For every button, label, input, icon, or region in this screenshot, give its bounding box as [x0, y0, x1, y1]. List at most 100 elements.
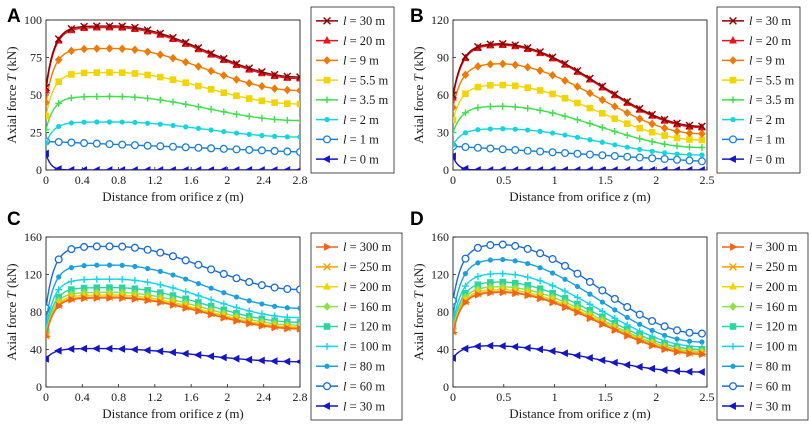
data-point: [622, 360, 631, 369]
data-point: [181, 166, 189, 170]
data-point: [296, 117, 300, 124]
data-point: [510, 166, 519, 170]
legend-marker: [729, 16, 737, 25]
data-point: [143, 47, 152, 57]
legend-item: l = 250 m: [722, 260, 798, 274]
legend: l = 300 ml = 250 ml = 200 ml = 160 ml = …: [716, 232, 809, 421]
legend-item: l = 120 m: [316, 320, 392, 334]
data-point: [245, 95, 253, 102]
data-point: [169, 33, 177, 42]
legend-label-var: l: [749, 133, 753, 147]
data-point: [195, 125, 201, 132]
legend-marker: [322, 382, 332, 391]
data-point: [104, 166, 113, 170]
data-point: [462, 271, 469, 277]
data-point: [46, 140, 49, 146]
data-point: [598, 286, 607, 295]
data-point: [685, 156, 694, 165]
legend-marker: [323, 282, 331, 290]
data-point: [282, 357, 291, 366]
data-point: [207, 66, 215, 76]
legend-marker: [322, 155, 330, 164]
legend-label-var: l: [749, 73, 753, 87]
legend-marker: [729, 282, 737, 290]
data-point: [168, 142, 178, 151]
legend-item: l = 30 m: [722, 14, 791, 28]
data-point: [54, 346, 62, 355]
data-point: [512, 126, 518, 132]
data-point: [549, 298, 558, 307]
data-point: [461, 142, 470, 152]
legend-label-value: = 250 m: [346, 260, 391, 274]
legend-item: l = 2 m: [722, 113, 785, 127]
legend-label-var: l: [749, 359, 753, 373]
data-point: [283, 85, 292, 95]
data-point: [585, 166, 593, 170]
data-point: [54, 137, 63, 147]
data-point: [297, 134, 300, 140]
data-point: [498, 145, 507, 154]
data-point: [156, 281, 164, 289]
data-point: [461, 52, 470, 61]
legend-marker: [728, 135, 738, 144]
data-point: [574, 134, 581, 140]
data-point: [195, 82, 202, 90]
data-point: [648, 128, 656, 136]
data-point: [635, 166, 643, 170]
data-point: [535, 345, 544, 354]
x-tick-label: 0.5: [496, 390, 511, 404]
data-point: [624, 144, 630, 150]
data-point: [296, 86, 300, 95]
data-point: [233, 130, 240, 136]
legend: l = 300 ml = 250 ml = 200 ml = 160 ml = …: [310, 232, 403, 421]
data-point: [610, 151, 619, 161]
legend-item: l = 3.5 m: [316, 93, 389, 107]
data-point: [660, 123, 669, 133]
data-point: [686, 143, 693, 151]
y-tick-label: 60: [437, 88, 449, 102]
data-point: [561, 59, 569, 68]
data-point: [269, 357, 278, 366]
data-point: [453, 152, 456, 161]
data-point: [586, 120, 594, 127]
x-tick-label: 2: [653, 173, 659, 187]
data-point: [145, 265, 151, 272]
data-point: [67, 138, 76, 147]
data-point: [81, 263, 87, 269]
data-point: [473, 342, 481, 351]
data-point: [597, 356, 606, 365]
data-point: [562, 132, 568, 138]
data-point: [232, 274, 241, 283]
legend-label-value: = 1 m: [752, 133, 785, 147]
series-l-1-m: [46, 137, 300, 157]
data-point: [635, 153, 644, 162]
legend-marker: [728, 402, 736, 410]
x-tick-label: 1.5: [598, 390, 613, 404]
data-point: [106, 275, 113, 283]
data-point: [130, 345, 138, 354]
x-axis-label-var: z: [216, 189, 222, 204]
data-point: [208, 285, 214, 291]
legend-label-value: = 20 m: [752, 34, 791, 48]
data-point: [207, 86, 215, 93]
legend-label-var: l: [749, 152, 753, 166]
data-point: [487, 257, 493, 263]
data-point: [142, 166, 151, 170]
data-point: [473, 143, 482, 152]
data-point: [183, 124, 189, 130]
data-point: [697, 368, 705, 376]
data-point: [453, 327, 457, 336]
data-point: [498, 39, 507, 48]
data-point: [549, 282, 556, 289]
data-point: [93, 93, 101, 100]
x-tick-label: 0: [450, 173, 456, 187]
data-point: [93, 294, 102, 302]
x-tick-label: 1: [552, 390, 558, 404]
data-point: [598, 124, 606, 131]
data-point: [610, 102, 619, 111]
legend-marker: [324, 363, 330, 369]
data-point: [92, 22, 101, 31]
legend-label: l = 300 m: [749, 240, 798, 254]
data-point: [511, 145, 520, 155]
data-point: [80, 139, 89, 148]
